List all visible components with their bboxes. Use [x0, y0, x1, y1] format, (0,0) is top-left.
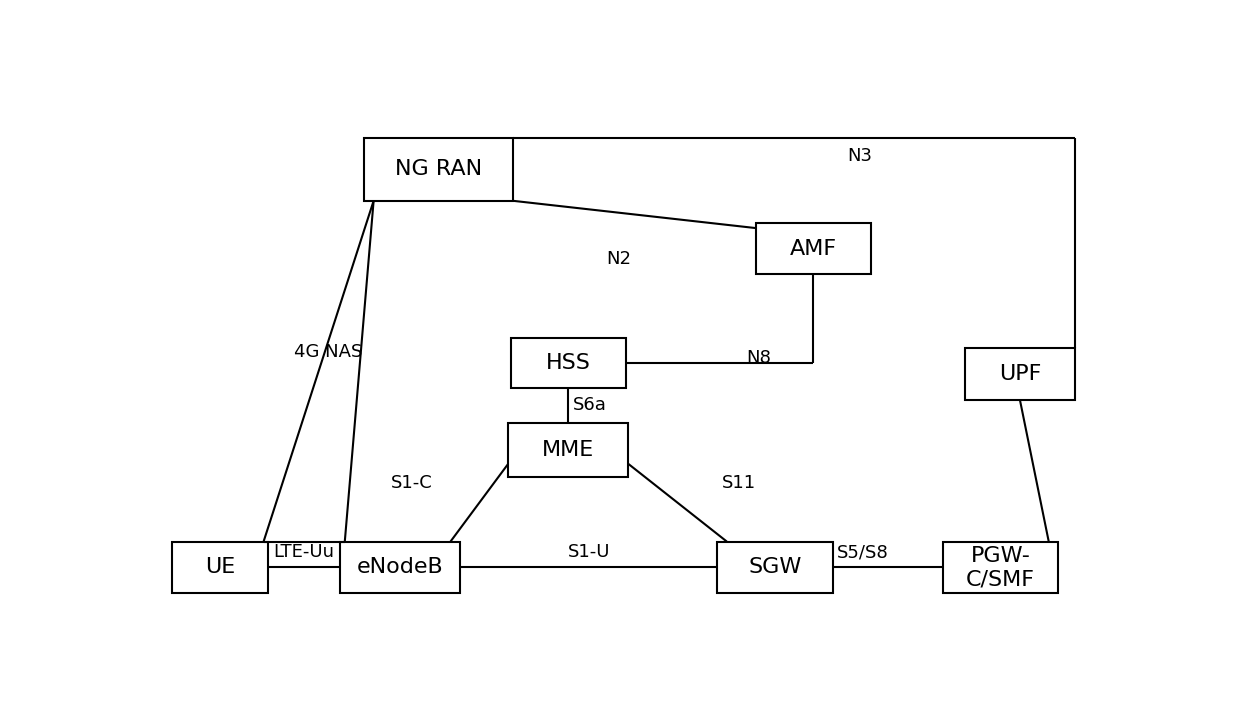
Text: NG RAN: NG RAN — [394, 159, 482, 179]
FancyBboxPatch shape — [755, 222, 870, 275]
FancyBboxPatch shape — [340, 542, 460, 593]
Text: UE: UE — [206, 557, 236, 578]
Text: S1-C: S1-C — [391, 474, 433, 492]
Text: MME: MME — [542, 440, 594, 460]
Text: LTE-Uu: LTE-Uu — [274, 543, 335, 561]
Text: 4G NAS: 4G NAS — [294, 343, 363, 361]
Text: S11: S11 — [722, 474, 756, 492]
FancyBboxPatch shape — [508, 423, 629, 477]
Text: N2: N2 — [606, 251, 631, 268]
Text: N3: N3 — [847, 147, 872, 165]
Text: HSS: HSS — [546, 353, 590, 373]
Text: AMF: AMF — [790, 239, 837, 258]
FancyBboxPatch shape — [365, 138, 513, 201]
Text: PGW-
C/SMF: PGW- C/SMF — [966, 546, 1035, 589]
FancyBboxPatch shape — [717, 542, 832, 593]
Text: S6a: S6a — [573, 396, 606, 414]
FancyBboxPatch shape — [965, 348, 1075, 400]
Text: UPF: UPF — [998, 364, 1042, 384]
Text: N8: N8 — [746, 348, 771, 367]
FancyBboxPatch shape — [172, 542, 268, 593]
FancyBboxPatch shape — [944, 542, 1059, 593]
Text: S5/S8: S5/S8 — [837, 543, 889, 561]
Text: SGW: SGW — [748, 557, 801, 578]
Text: S1-U: S1-U — [568, 543, 610, 561]
Text: eNodeB: eNodeB — [357, 557, 444, 578]
FancyBboxPatch shape — [511, 338, 626, 387]
